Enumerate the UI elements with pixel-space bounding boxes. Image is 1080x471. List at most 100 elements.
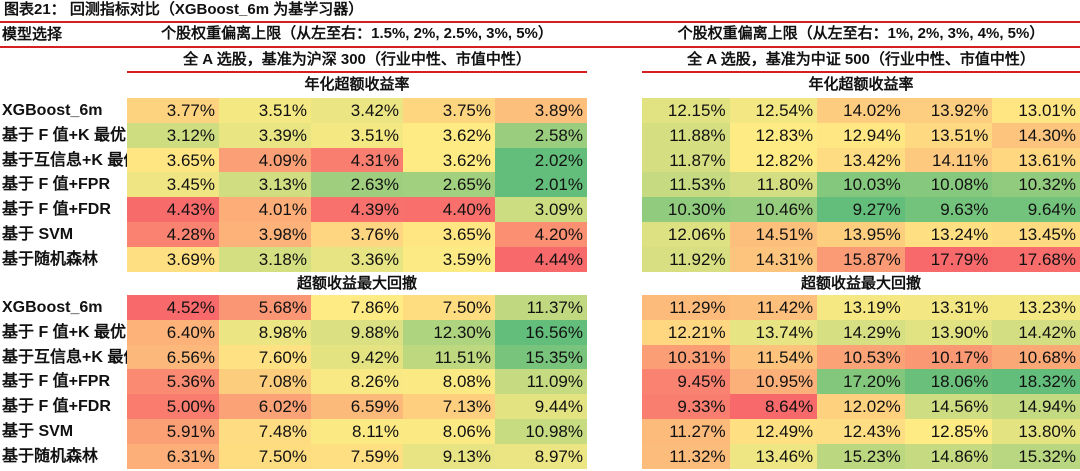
heatmap-cell: 17.20% <box>817 369 905 395</box>
heatmap-cell: 12.21% <box>642 319 730 345</box>
heatmap-cell: 14.56% <box>904 394 993 419</box>
heatmap-cell: 13.95% <box>817 222 905 247</box>
heatmap-cell: 3.98% <box>219 222 311 247</box>
heatmap-cell: 8.26% <box>311 369 403 395</box>
heatmap-cell: 9.42% <box>311 344 403 370</box>
row-label: 基于 F 值+K 最优 <box>2 323 127 341</box>
heatmap-cell: 8.98% <box>219 319 311 345</box>
heatmap-cell: 17.79% <box>904 246 993 272</box>
heatmap-cell: 14.02% <box>817 98 905 123</box>
heatmap-cell: 7.50% <box>219 443 311 469</box>
heatmap-cell: 15.32% <box>992 443 1080 469</box>
heatmap-cell: 6.56% <box>127 344 219 370</box>
heatmap-cell: 14.31% <box>729 246 818 272</box>
heatmap-cell: 11.80% <box>729 172 818 198</box>
heatmap-cell: 3.89% <box>495 98 587 123</box>
left-benchmark-rule <box>127 71 587 73</box>
header-rule-top <box>0 21 1080 23</box>
heatmap-cell: 11.37% <box>495 295 587 320</box>
heatmap-cell: 13.51% <box>904 122 993 148</box>
heatmap-cell: 5.00% <box>127 394 219 419</box>
row-label: 基于 F 值+K 最优 <box>2 126 127 144</box>
row-label: XGBoost_6m <box>2 299 103 316</box>
heatmap-cell: 12.30% <box>403 319 495 345</box>
heatmap-cell: 11.42% <box>729 295 818 320</box>
heatmap-cell: 13.46% <box>729 443 818 469</box>
heatmap-cell: 10.46% <box>729 197 818 222</box>
heatmap-cell: 7.08% <box>219 369 311 395</box>
heatmap-cell: 5.68% <box>219 295 311 320</box>
heatmap-cell: 11.54% <box>729 344 818 370</box>
heatmap-cell: 11.27% <box>642 419 730 444</box>
heatmap-cell: 8.08% <box>403 369 495 395</box>
heatmap-cell: 11.53% <box>642 172 730 198</box>
heatmap-cell: 13.92% <box>904 98 993 123</box>
heatmap-cell: 13.23% <box>992 295 1080 320</box>
heatmap-cell: 7.13% <box>403 394 495 419</box>
heatmap-cell: 14.86% <box>904 443 993 469</box>
heatmap-cell: 3.09% <box>495 197 587 222</box>
heatmap-cell: 18.06% <box>904 369 993 395</box>
right-max-drawdown-title: 超额收益最大回撤 <box>800 275 921 292</box>
heatmap-cell: 11.29% <box>642 295 730 320</box>
heatmap-cell: 4.09% <box>219 147 311 173</box>
heatmap-cell: 3.76% <box>311 222 403 247</box>
heatmap-cell: 9.88% <box>311 319 403 345</box>
model-selection-header: 模型选择 <box>2 26 63 43</box>
heatmap-cell: 4.20% <box>495 222 587 247</box>
heatmap-cell: 15.35% <box>495 344 587 370</box>
heatmap-cell: 10.32% <box>992 172 1080 198</box>
heatmap-cell: 3.62% <box>403 147 495 173</box>
heatmap-cell: 8.06% <box>403 419 495 444</box>
left-annual-excess-return-title: 年化超额收益率 <box>304 76 410 93</box>
heatmap-cell: 11.09% <box>495 369 587 395</box>
heatmap-cell: 14.11% <box>904 147 993 173</box>
row-label: 基于随机森林 <box>2 447 99 465</box>
heatmap-cell: 9.33% <box>642 394 730 419</box>
row-label: 基于 SVM <box>2 423 74 440</box>
heatmap-cell: 13.19% <box>817 295 905 320</box>
heatmap-cell: 4.44% <box>495 246 587 272</box>
heatmap-cell: 15.87% <box>817 246 905 272</box>
heatmap-cell: 14.29% <box>817 319 905 345</box>
heatmap-cell: 9.45% <box>642 369 730 395</box>
heatmap-cell: 4.28% <box>127 222 219 247</box>
heatmap-cell: 8.97% <box>495 443 587 469</box>
heatmap-cell: 13.45% <box>992 222 1080 247</box>
heatmap-cell: 7.48% <box>219 419 311 444</box>
heatmap-cell: 11.32% <box>642 443 730 469</box>
heatmap-cell: 4.01% <box>219 197 311 222</box>
heatmap-cell: 10.30% <box>642 197 730 222</box>
heatmap-cell: 13.74% <box>729 319 818 345</box>
heatmap-cell: 13.42% <box>817 147 905 173</box>
heatmap-cell: 5.36% <box>127 369 219 395</box>
left-benchmark-header: 全 A 选股，基准为沪深 300（行业中性、市值中性） <box>183 51 531 68</box>
heatmap-cell: 15.23% <box>817 443 905 469</box>
heatmap-cell: 14.94% <box>992 394 1080 419</box>
row-label: 基于互信息+K 最优 <box>2 151 140 169</box>
row-label: XGBoost_6m <box>2 102 103 119</box>
heatmap-cell: 7.60% <box>219 344 311 370</box>
heatmap-cell: 11.88% <box>642 122 730 148</box>
right-annual-excess-return-title: 年化超额收益率 <box>808 76 914 93</box>
heatmap-cell: 14.51% <box>729 222 818 247</box>
heatmap-cell: 13.80% <box>992 419 1080 444</box>
heatmap-cell: 11.51% <box>403 344 495 370</box>
heatmap-cell: 3.12% <box>127 122 219 148</box>
row-label: 基于 F 值+FDR <box>2 201 111 219</box>
heatmap-cell: 3.51% <box>311 122 403 148</box>
heatmap-cell: 10.98% <box>495 419 587 444</box>
heatmap-cell: 3.62% <box>403 122 495 148</box>
heatmap-cell: 11.87% <box>642 147 730 173</box>
heatmap-cell: 3.39% <box>219 122 311 148</box>
header-rule-middle <box>0 46 1080 48</box>
heatmap-cell: 8.64% <box>729 394 818 419</box>
heatmap-cell: 12.85% <box>904 419 993 444</box>
heatmap-cell: 16.56% <box>495 319 587 345</box>
heatmap-cell: 3.18% <box>219 246 311 272</box>
heatmap-cell: 2.02% <box>495 147 587 173</box>
heatmap-cell: 9.13% <box>403 443 495 469</box>
heatmap-cell: 4.31% <box>311 147 403 173</box>
heatmap-cell: 12.15% <box>642 98 730 123</box>
row-label: 基于 F 值+FDR <box>2 398 111 416</box>
